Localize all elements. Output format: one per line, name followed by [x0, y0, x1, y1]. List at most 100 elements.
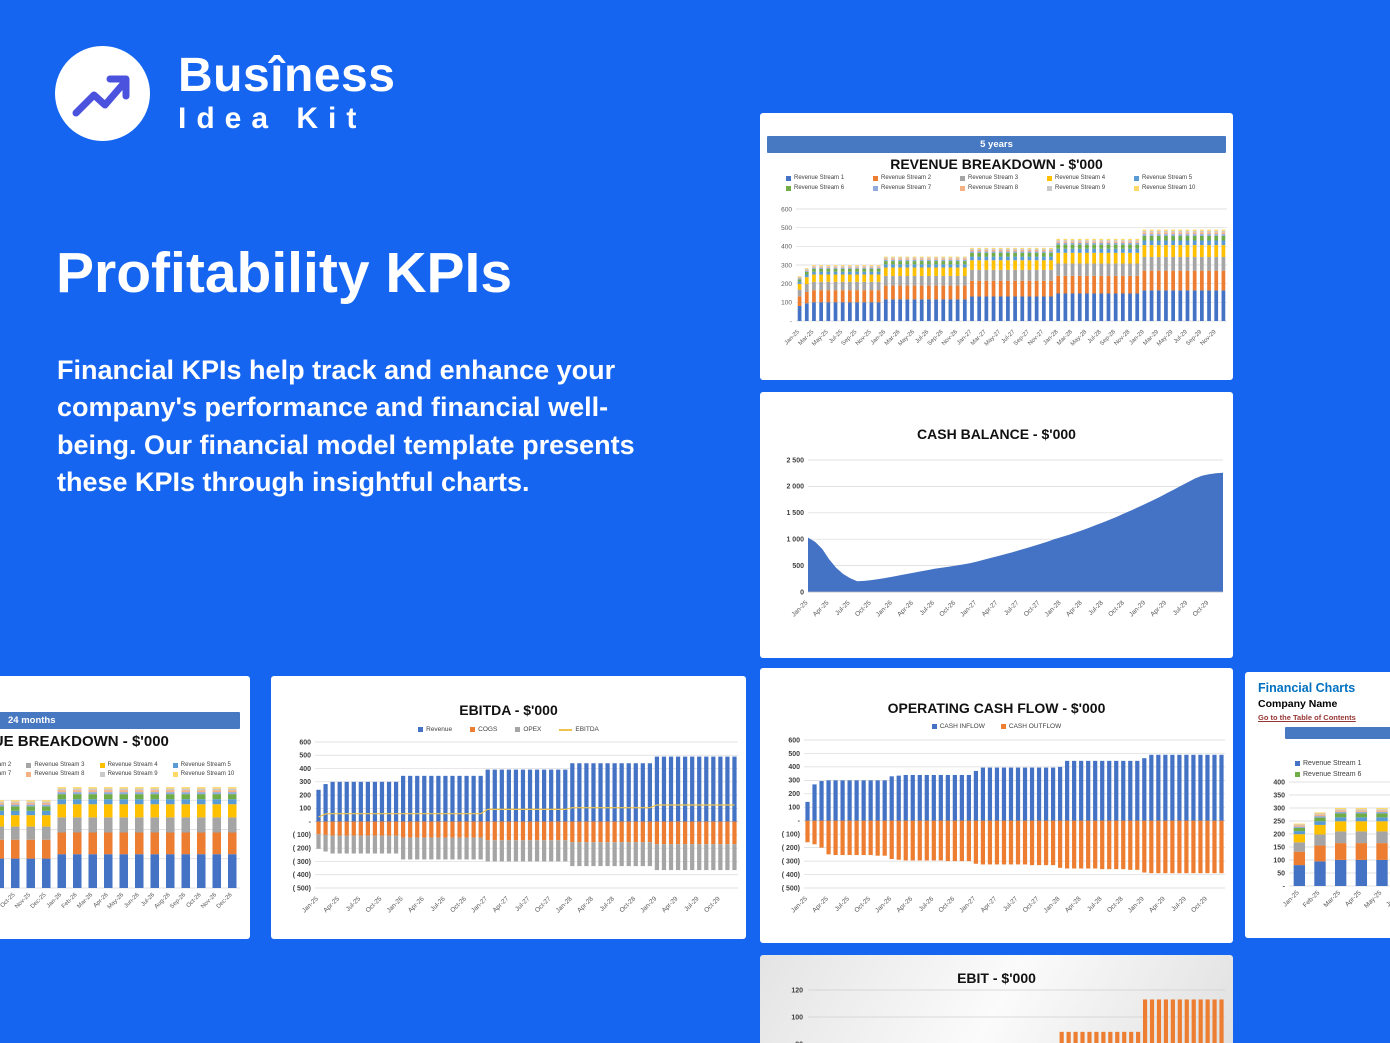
svg-text:( 500): ( 500): [782, 885, 800, 892]
svg-text:Oct-29: Oct-29: [703, 895, 722, 914]
svg-text:600: 600: [299, 739, 311, 746]
svg-text:Apr-29: Apr-29: [1148, 895, 1167, 914]
svg-text:Jan-26: Jan-26: [874, 895, 893, 914]
legend-marker: [960, 185, 965, 191]
svg-text:Jul-26: Jul-26: [918, 895, 936, 913]
svg-text:Jul-26: Jul-26: [919, 599, 937, 617]
chart-title-ocf: OPERATING CASH FLOW - $'000: [887, 700, 1106, 716]
legend-item: Revenue Stream 7: [0, 771, 26, 777]
legend-marker: [418, 727, 424, 732]
svg-text:600: 600: [788, 737, 800, 744]
svg-text:120: 120: [791, 987, 803, 994]
svg-text:Jul-25: Jul-25: [834, 599, 852, 617]
legend-item: Revenue Stream 3: [26, 762, 99, 768]
legend-marker: [1295, 761, 1300, 766]
legend-label: COGS: [478, 726, 498, 733]
svg-text:Sep-26: Sep-26: [169, 892, 187, 910]
revenue-breakdown-5y-chart: 600500400300200100-Jan-25Mar-25May-25Jul…: [781, 206, 1227, 348]
legend-label: Revenue Stream 9: [1055, 185, 1106, 191]
svg-text:Mar-25: Mar-25: [1323, 889, 1343, 909]
legend-item: Revenue Stream 6: [786, 185, 873, 191]
logo-circle: [55, 46, 150, 141]
svg-text:Apr-28: Apr-28: [576, 895, 595, 914]
legend-marker: [99, 762, 105, 768]
legend-label: CASH OUTFLOW: [1008, 723, 1062, 730]
svg-text:Apr-29: Apr-29: [1149, 599, 1168, 618]
chart-title-cash-balance: CASH BALANCE - $'000: [917, 426, 1076, 442]
legend-marker: [1000, 724, 1006, 729]
revenue-breakdown-24m-panel: 24 months REVENUE BREAKDOWN - $'000 Reve…: [0, 676, 250, 939]
svg-text:Apr-25: Apr-25: [811, 895, 830, 914]
legend-item: Revenue Stream 4: [99, 762, 173, 768]
svg-text:May-29: May-29: [1156, 329, 1175, 348]
svg-text:Jul-28: Jul-28: [599, 895, 617, 913]
svg-text:Oct-27: Oct-27: [1022, 895, 1041, 914]
svg-text:Jan-26: Jan-26: [875, 599, 894, 618]
legend-item: COGS: [470, 726, 497, 733]
svg-text:Dec-25: Dec-25: [30, 892, 48, 910]
brand-subname: Idea Kit: [178, 101, 367, 135]
svg-text:80: 80: [795, 1041, 803, 1043]
svg-text:100: 100: [781, 300, 792, 307]
ebit-chart: 120 100 80: [791, 987, 1225, 1043]
svg-text:Oct-28: Oct-28: [1106, 895, 1125, 914]
legend-item: OPEX: [515, 726, 541, 733]
svg-text:Jan-28: Jan-28: [555, 895, 574, 914]
ebit-panel: EBIT - $'000 120 100 80: [760, 955, 1233, 1043]
legend-marker: [26, 771, 32, 777]
svg-text:Nov-27: Nov-27: [1027, 329, 1045, 347]
legend-label: Revenue Stream 9: [107, 771, 158, 777]
svg-text:Oct-26: Oct-26: [449, 895, 468, 914]
svg-text:-: -: [1283, 883, 1286, 890]
legend-label: CASH INFLOW: [939, 723, 985, 730]
svg-text:Apr-25: Apr-25: [1344, 889, 1363, 908]
svg-text:Jan-29: Jan-29: [639, 895, 658, 914]
svg-text:Oct-25: Oct-25: [365, 895, 384, 914]
svg-text:Jan-29: Jan-29: [1128, 599, 1147, 618]
svg-text:Mar-26: Mar-26: [76, 892, 94, 910]
svg-text:300: 300: [781, 262, 792, 269]
svg-text:Jan-27: Jan-27: [470, 895, 489, 914]
ebitda-panel: EBITDA - $'000 Revenue COGS OPEX EBITDA 600…: [271, 676, 746, 939]
svg-text:Jul-27: Jul-27: [1003, 599, 1021, 617]
svg-text:500: 500: [781, 225, 792, 232]
chart-title-ebit: EBIT - $'000: [957, 970, 1036, 986]
svg-text:Dec-26: Dec-26: [216, 892, 234, 910]
svg-text:100: 100: [788, 805, 800, 812]
financial-charts-sheet-panel: Financial Charts Company Name Go to the …: [1245, 672, 1390, 938]
legend-marker: [1295, 772, 1300, 777]
legend-marker: [172, 771, 178, 777]
svg-text:Jul-29: Jul-29: [683, 895, 701, 913]
svg-text:Apr-28: Apr-28: [1065, 599, 1084, 618]
legend-marker: [960, 175, 965, 181]
svg-text:Jun-25: Jun-25: [1385, 889, 1390, 908]
chart-legend: Revenue COGS OPEX EBITDA: [271, 726, 746, 733]
brand-logo: Busîness Idea Kit: [55, 46, 395, 141]
svg-text:Apr-27: Apr-27: [980, 895, 999, 914]
svg-text:Jan-26: Jan-26: [386, 895, 405, 914]
legend-marker: [26, 762, 32, 768]
revenue-breakdown-sheet-chart: 400 350 300 250 200 150 100 50 -Jan-25 Feb-25 Mar-…: [1273, 779, 1390, 910]
table-of-contents-link[interactable]: Go to the Table of Contents: [1258, 713, 1356, 722]
svg-text:Jan-25: Jan-25: [790, 895, 809, 914]
svg-text:( 400): ( 400): [782, 872, 800, 879]
svg-text:50: 50: [1277, 870, 1285, 877]
svg-text:Nov-25: Nov-25: [855, 329, 873, 347]
svg-text:500: 500: [788, 751, 800, 758]
svg-text:Jul-25: Jul-25: [345, 895, 363, 913]
legend-item: Revenue Stream 4: [1047, 175, 1134, 181]
svg-text:( 200): ( 200): [782, 845, 800, 852]
legend-marker: [1134, 175, 1139, 181]
legend-item: CASH INFLOW: [931, 723, 985, 730]
svg-text:Nov-29: Nov-29: [1200, 329, 1218, 347]
svg-text:Jan-25: Jan-25: [790, 599, 809, 618]
legend-marker: [1047, 175, 1052, 181]
svg-text:200: 200: [1273, 831, 1285, 838]
svg-text:300: 300: [788, 778, 800, 785]
svg-text:300: 300: [1273, 805, 1285, 812]
legend-marker: [786, 185, 791, 191]
